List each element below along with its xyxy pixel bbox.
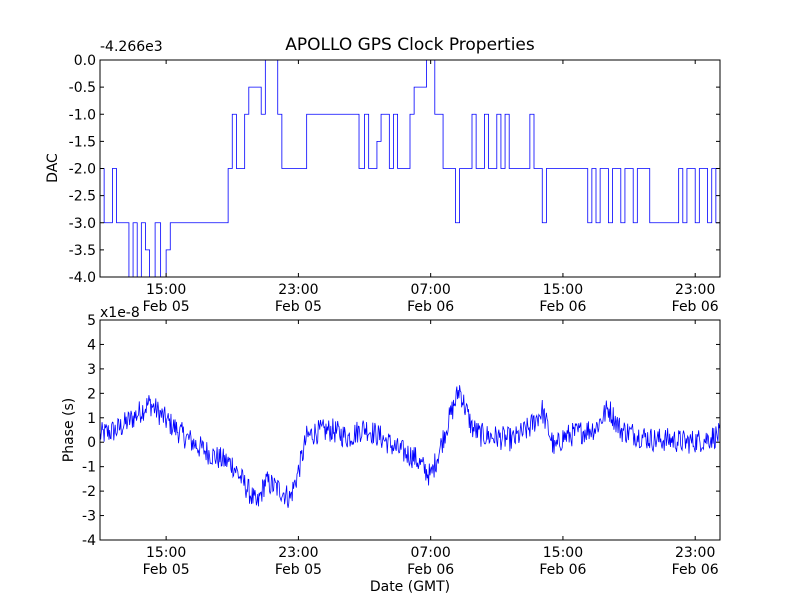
dac-x-tick-label-time: 15:00	[146, 282, 186, 298]
dac-y-axis-label: DAC	[45, 153, 61, 183]
phase-x-tick-label-time: 23:00	[675, 545, 715, 561]
phase-y-tick-label: -4	[82, 533, 96, 549]
dac-series-line	[100, 60, 720, 277]
phase-y-tick-label: 1	[87, 411, 96, 427]
dac-plot-area: 0.0 -0.5 -1.0 -1.5 -2.0 -2.5 -3.0 -3.5 -4.0 15:00…	[69, 53, 721, 315]
phase-y-axis-label: Phase (s)	[61, 398, 77, 462]
phase-x-tick-label-date: Feb 06	[672, 562, 719, 578]
dac-y-tick-label: -2.0	[69, 162, 96, 178]
dac-x-tick-label-time: 23:00	[675, 282, 715, 298]
phase-y-tick-label: -2	[82, 484, 96, 500]
dac-y-tick-label: -2.5	[69, 189, 96, 205]
phase-x-tick-label-date: Feb 05	[275, 562, 322, 578]
phase-x-tick-label-date: Feb 06	[407, 562, 454, 578]
phase-series-line	[100, 385, 720, 508]
dac-y-tick-label: -3.0	[69, 216, 96, 232]
dac-y-tick-label: -0.5	[69, 80, 96, 96]
phase-x-tick-label-time: 15:00	[543, 545, 583, 561]
dac-x-tick-label-date: Feb 06	[672, 299, 719, 315]
dac-y-tick-label: 0.0	[74, 53, 96, 69]
dac-offset-label: -4.266e3	[100, 39, 163, 55]
dac-x-tick-label-date: Feb 05	[275, 299, 322, 315]
dac-y-tick-label: -1.0	[69, 107, 96, 123]
dac-x-tick-label-date: Feb 06	[407, 299, 454, 315]
chart-title: APOLLO GPS Clock Properties	[285, 35, 535, 55]
phase-x-tick-label-time: 15:00	[146, 545, 186, 561]
dac-x-tick-label-time: 23:00	[278, 282, 318, 298]
phase-axes-frame	[99, 319, 721, 541]
phase-x-tick-label-date: Feb 06	[539, 562, 586, 578]
dac-x-tick-label-time: 07:00	[410, 282, 450, 298]
dac-x-tick-label-date: Feb 05	[143, 299, 190, 315]
phase-y-tick-label: -1	[82, 460, 96, 476]
x-axis-label: Date (GMT)	[370, 579, 450, 595]
dac-x-tick-label-date: Feb 06	[539, 299, 586, 315]
phase-y-tick-label: -3	[82, 509, 96, 525]
dac-y-tick-label: -1.5	[69, 134, 96, 150]
phase-x-tick-label-time: 23:00	[278, 545, 318, 561]
phase-x-tick-label-time: 07:00	[410, 545, 450, 561]
phase-y-tick-label: 0	[87, 435, 96, 451]
phase-y-tick-label: 2	[87, 386, 96, 402]
phase-x-tick-label-date: Feb 05	[143, 562, 190, 578]
phase-y-tick-label: 4	[87, 337, 96, 353]
phase-offset-label: x1e-8	[100, 305, 140, 321]
dac-y-tick-label: -4.0	[69, 270, 96, 286]
phase-y-tick-label: 3	[87, 362, 96, 378]
dac-panel: APOLLO GPS Clock Properties -4.266e3 0.0…	[45, 35, 721, 315]
dac-y-tick-label: -3.5	[69, 243, 96, 259]
dac-x-tick-label-time: 15:00	[543, 282, 583, 298]
phase-y-tick-label: 5	[87, 313, 96, 329]
